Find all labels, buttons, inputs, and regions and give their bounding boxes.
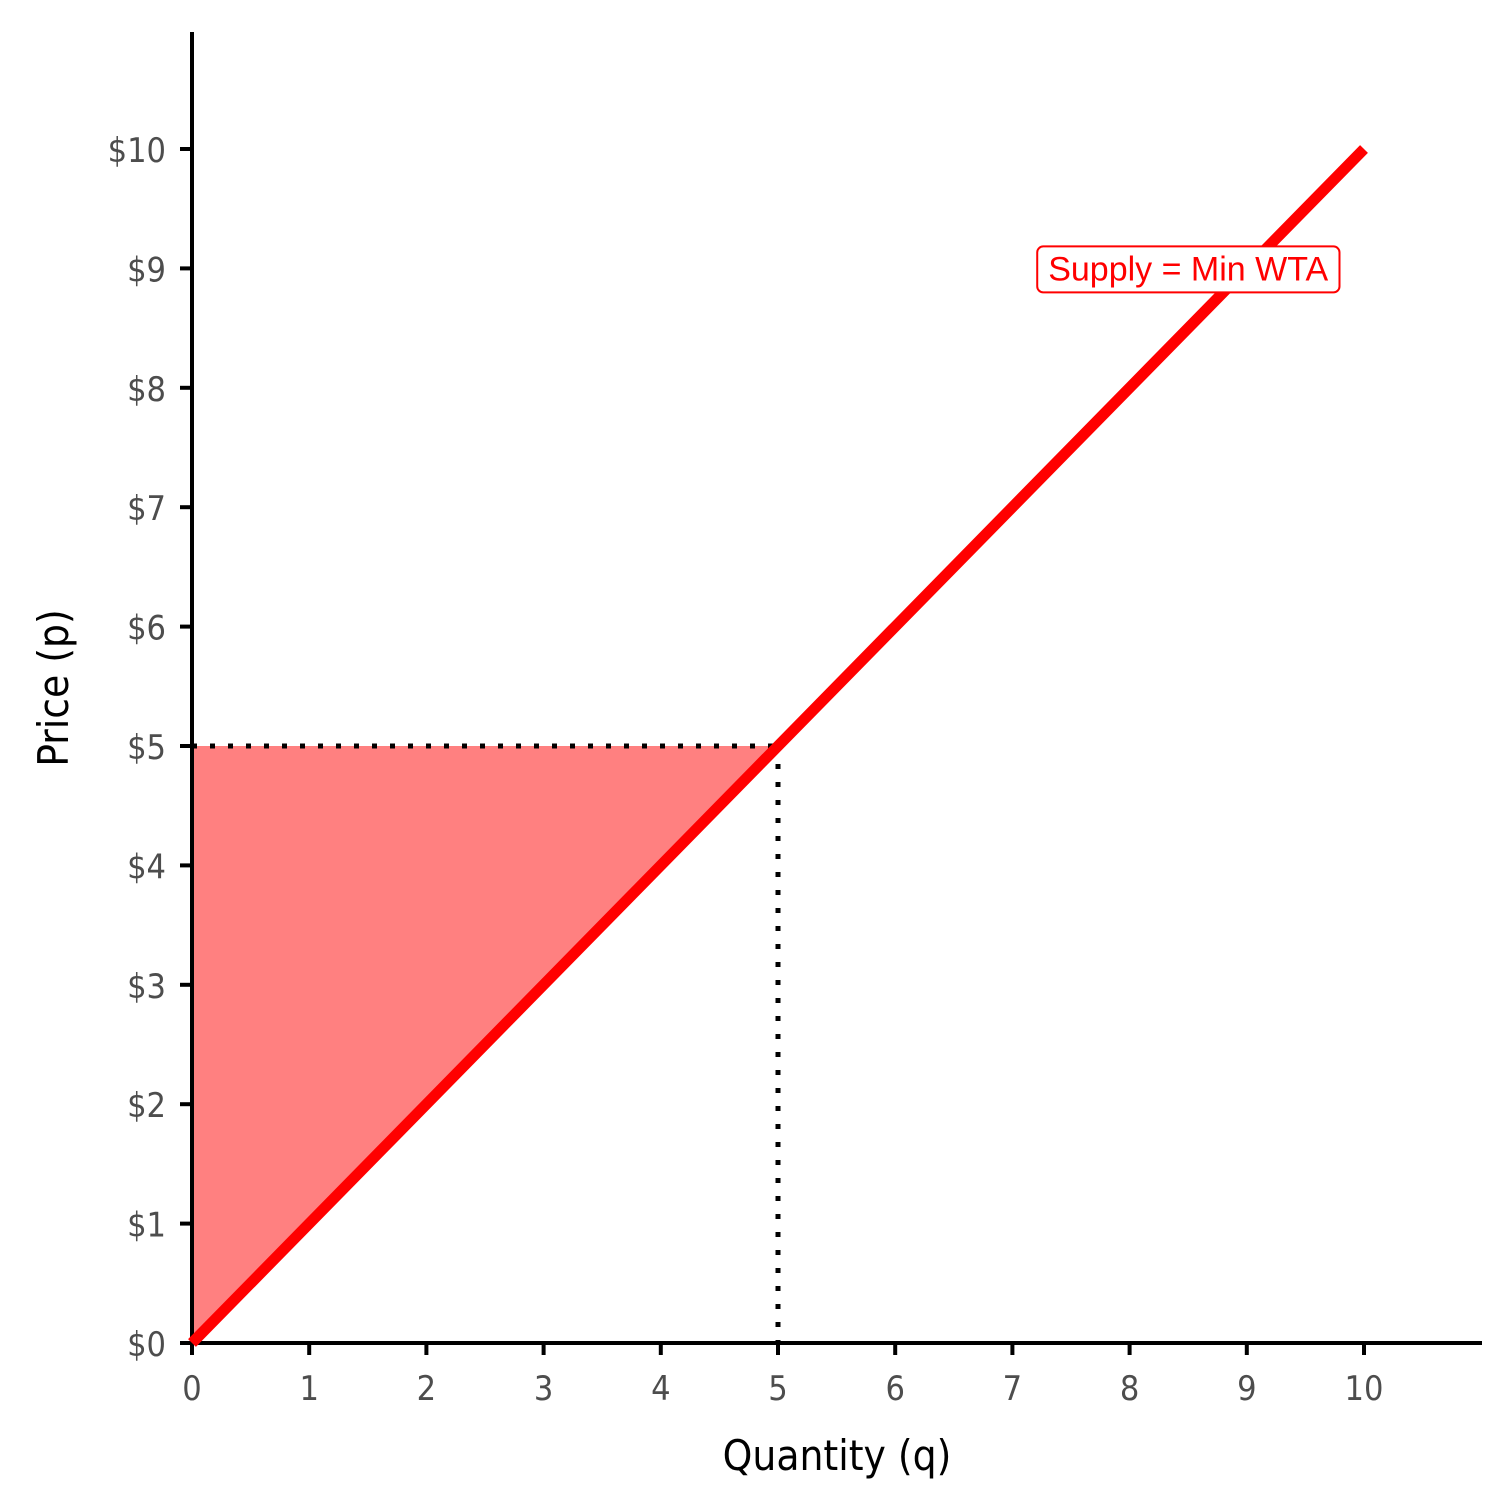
series-layer — [188, 145, 1368, 1347]
x-tick-label: 0 — [182, 1369, 201, 1409]
x-tick-label: 4 — [651, 1369, 670, 1409]
y-tick-label: $4 — [127, 847, 166, 887]
x-tick-label: 2 — [417, 1369, 436, 1409]
x-tick-label: 1 — [299, 1369, 318, 1409]
x-tick-label: 5 — [768, 1369, 787, 1409]
y-axis-title: Price (p) — [29, 609, 78, 767]
y-tick-label: $9 — [127, 250, 166, 290]
x-tick-label: 9 — [1237, 1369, 1256, 1409]
reference-lines-layer — [192, 743, 781, 1343]
y-tick-label: $5 — [127, 728, 166, 768]
y-tick-label: $3 — [127, 967, 166, 1007]
y-tick-label: $1 — [127, 1206, 166, 1246]
series-label-box — [1036, 245, 1341, 294]
series-label: Supply = Min WTA — [1048, 250, 1328, 288]
x-tick-label: 10 — [1345, 1369, 1384, 1409]
x-axis-title: Quantity (q) — [723, 1431, 952, 1480]
y-tick-label: $7 — [127, 489, 166, 529]
y-tick-label: $8 — [127, 370, 166, 410]
axes-layer: 0 1 2 3 4 5 6 7 8 9 10 $0 $1 $2 $3 $4 $5 $6 $7 $8 $9 $10 — [108, 32, 1482, 1409]
labels-layer: Supply = Min WTA — [1036, 245, 1341, 294]
x-tick-label: 7 — [1003, 1369, 1022, 1409]
x-tick-label: 6 — [885, 1369, 904, 1409]
y-tick-label: $10 — [108, 131, 166, 171]
supply-line — [188, 145, 1368, 1347]
y-tick-label: $6 — [127, 609, 166, 649]
y-tick-label: $0 — [127, 1325, 166, 1365]
y-tick-label: $2 — [127, 1086, 166, 1126]
x-tick-label: 8 — [1120, 1369, 1139, 1409]
x-tick-label: 3 — [534, 1369, 553, 1409]
